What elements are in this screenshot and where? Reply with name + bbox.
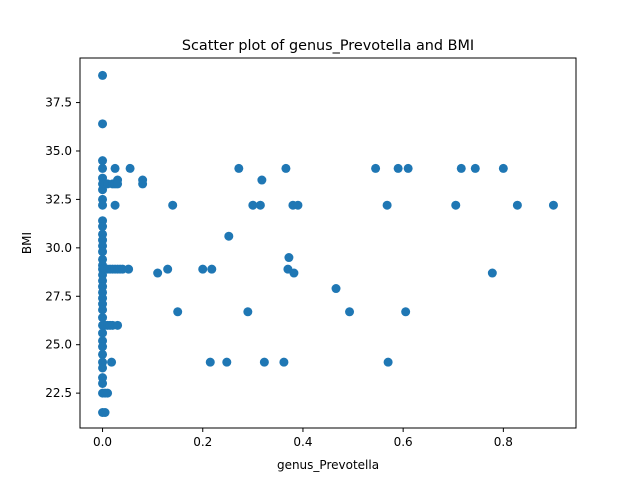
scatter-point [138, 179, 148, 189]
y-axis-ticks: 22.5 25.0 27.5 30.0 32.5 35.0 37.5 [45, 96, 80, 400]
scatter-point [243, 307, 253, 317]
scatter-point [487, 268, 497, 278]
scatter-point [110, 200, 120, 210]
scatter-point [512, 200, 522, 210]
scatter-point [198, 264, 208, 274]
y-tick-label: 30.0 [45, 241, 72, 255]
scatter-point [98, 363, 108, 373]
x-tick-label: 0.8 [494, 435, 513, 449]
scatter-point [113, 320, 123, 330]
x-tick-label: 0.0 [93, 435, 112, 449]
scatter-point [173, 307, 183, 317]
scatter-point [98, 156, 108, 166]
scatter-point [98, 378, 108, 388]
scatter-point [113, 179, 123, 189]
scatter-point [98, 200, 108, 210]
x-tick-label: 0.4 [293, 435, 312, 449]
scatter-point [222, 357, 232, 367]
scatter-point [98, 342, 108, 352]
scatter-point [548, 200, 558, 210]
y-tick-label: 27.5 [45, 289, 72, 303]
y-tick-label: 25.0 [45, 338, 72, 352]
scatter-point [98, 349, 108, 359]
scatter-point [124, 264, 134, 274]
scatter-point [383, 357, 393, 367]
axes-frame [79, 57, 577, 429]
scatter-point [205, 357, 215, 367]
scatter-point [259, 357, 269, 367]
scatter-point [168, 200, 178, 210]
y-tick-label: 22.5 [45, 386, 72, 400]
scatter-point [331, 284, 341, 294]
scatter-point [98, 163, 108, 173]
scatter-point [401, 307, 411, 317]
scatter-point [110, 163, 120, 173]
scatter-point [498, 163, 508, 173]
chart-title: Scatter plot of genus_Prevotella and BMI [182, 38, 474, 54]
scatter-point [257, 175, 267, 185]
y-tick-label: 37.5 [45, 96, 72, 110]
scatter-point [284, 253, 294, 263]
scatter-point [98, 305, 108, 315]
scatter-point [98, 70, 108, 80]
x-tick-label: 0.6 [394, 435, 413, 449]
scatter-point [279, 357, 289, 367]
scatter-point [98, 313, 108, 323]
scatter-point [451, 200, 461, 210]
scatter-point [248, 200, 258, 210]
scatter-point [103, 388, 113, 398]
scatter-point [163, 264, 173, 274]
scatter-point [98, 222, 108, 232]
plot-area [80, 58, 576, 428]
scatter-point [153, 268, 163, 278]
scatter-point [98, 328, 108, 338]
x-axis-ticks: 0.0 0.2 0.4 0.6 0.8 [93, 428, 513, 449]
scatter-point [293, 200, 303, 210]
y-axis-label: BMI [20, 232, 34, 254]
scatter-point [393, 163, 403, 173]
y-tick-label: 32.5 [45, 192, 72, 206]
scatter-point [456, 163, 466, 173]
scatter-point [125, 163, 135, 173]
scatter-point [255, 200, 265, 210]
scatter-point [281, 163, 291, 173]
scatter-point [98, 247, 108, 257]
scatter-point [382, 200, 392, 210]
scatter-point [207, 264, 217, 274]
scatter-point [470, 163, 480, 173]
scatter-point [98, 119, 108, 129]
scatter-point [289, 268, 299, 278]
scatter-point [403, 163, 413, 173]
y-tick-label: 35.0 [45, 144, 72, 158]
scatter-point [345, 307, 355, 317]
scatter-point [224, 231, 234, 241]
scatter-point [107, 357, 117, 367]
scatter-point [234, 163, 244, 173]
x-tick-label: 0.2 [193, 435, 212, 449]
scatter-point [371, 163, 381, 173]
points-layer [98, 70, 558, 417]
scatter-point [100, 408, 110, 417]
x-axis-label: genus_Prevotella [277, 458, 379, 472]
